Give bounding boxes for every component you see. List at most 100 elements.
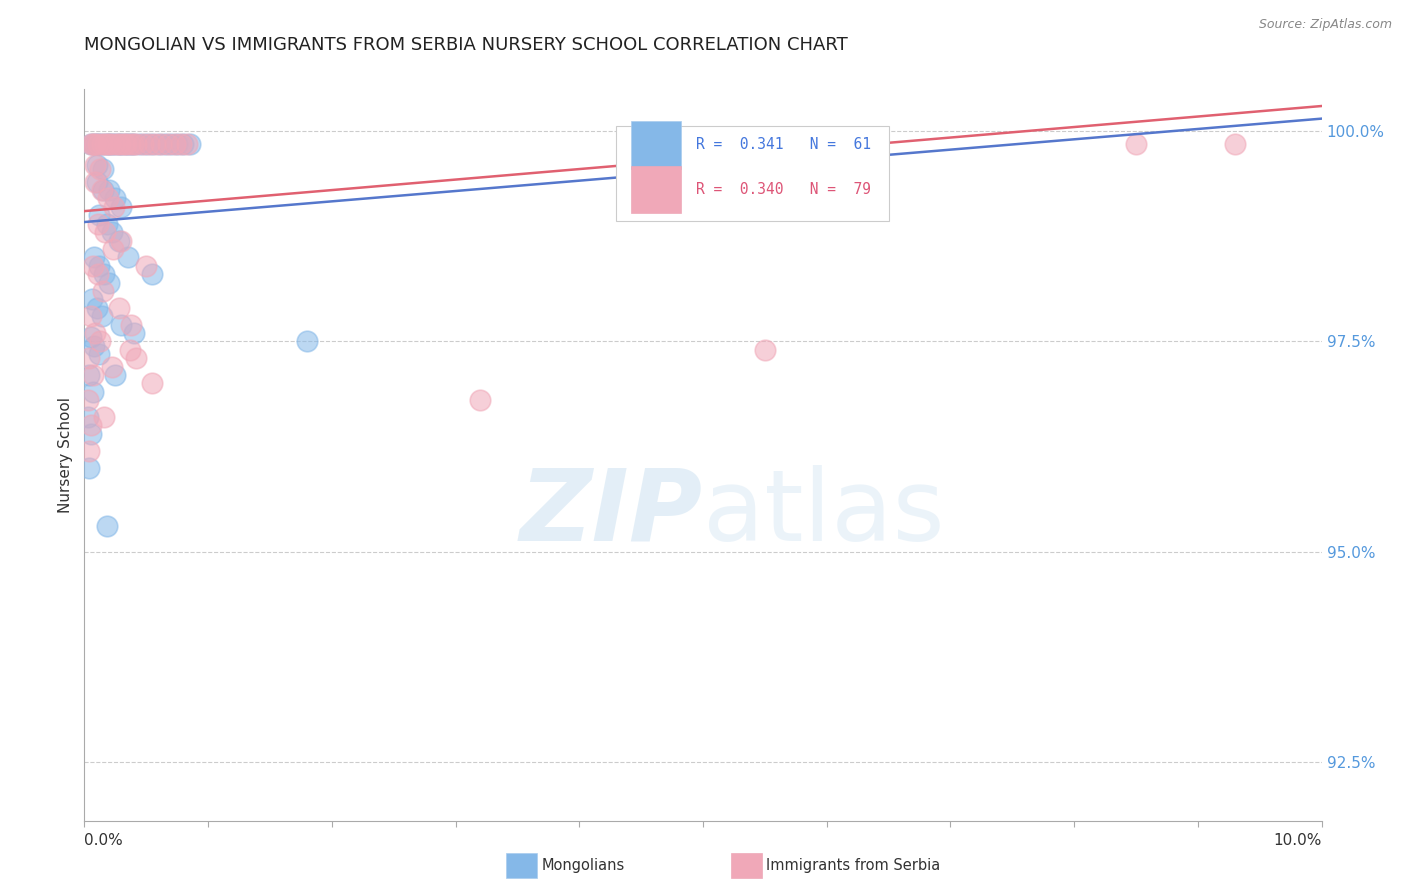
Text: atlas: atlas — [703, 465, 945, 562]
Point — [110, 200, 132, 214]
Point — [87, 136, 110, 151]
Point — [96, 519, 118, 533]
Bar — [631, 166, 681, 213]
Point — [179, 136, 201, 151]
Point — [89, 347, 111, 361]
Point — [148, 136, 170, 151]
Point — [470, 393, 492, 408]
Point — [82, 259, 104, 273]
Point — [89, 334, 111, 349]
Point — [110, 136, 132, 151]
Text: R =  0.341   N =  61: R = 0.341 N = 61 — [696, 137, 870, 153]
Point — [114, 136, 136, 151]
Point — [83, 136, 105, 151]
Point — [121, 136, 143, 151]
Point — [112, 136, 135, 151]
Point — [104, 136, 127, 151]
Point — [129, 136, 152, 151]
Point — [89, 136, 111, 151]
Point — [1125, 136, 1147, 151]
Text: 10.0%: 10.0% — [1274, 833, 1322, 848]
Point — [166, 136, 188, 151]
Point — [89, 208, 111, 222]
Point — [135, 259, 157, 273]
Text: Immigrants from Serbia: Immigrants from Serbia — [766, 858, 941, 872]
Point — [79, 330, 101, 344]
Point — [120, 136, 142, 151]
Point — [163, 136, 186, 151]
Point — [84, 175, 107, 189]
Point — [79, 460, 101, 475]
Point — [83, 251, 105, 265]
Point — [103, 136, 125, 151]
Point — [110, 318, 132, 332]
Point — [93, 267, 115, 281]
Point — [79, 309, 101, 323]
Point — [86, 136, 108, 151]
Point — [754, 343, 776, 357]
Point — [79, 443, 101, 458]
Point — [87, 217, 110, 231]
Text: Mongolians: Mongolians — [541, 858, 624, 872]
Point — [79, 368, 101, 382]
Point — [91, 284, 114, 298]
Point — [91, 136, 114, 151]
Point — [82, 136, 104, 151]
Point — [108, 301, 131, 315]
Point — [157, 136, 180, 151]
Point — [103, 200, 125, 214]
Point — [160, 136, 183, 151]
Point — [1223, 136, 1246, 151]
FancyBboxPatch shape — [616, 126, 889, 221]
Point — [125, 136, 148, 151]
Point — [90, 309, 112, 323]
Point — [176, 136, 198, 151]
Point — [79, 351, 101, 366]
Point — [104, 368, 127, 382]
Point — [141, 267, 163, 281]
Point — [97, 192, 120, 206]
Point — [115, 136, 138, 151]
Text: MONGOLIAN VS IMMIGRANTS FROM SERBIA NURSERY SCHOOL CORRELATION CHART: MONGOLIAN VS IMMIGRANTS FROM SERBIA NURS… — [84, 36, 848, 54]
Text: 0.0%: 0.0% — [84, 833, 124, 848]
Point — [82, 368, 104, 382]
Point — [98, 136, 121, 151]
Point — [91, 162, 114, 177]
Point — [94, 225, 117, 239]
Point — [98, 183, 121, 197]
Point — [77, 410, 100, 425]
Point — [98, 276, 121, 290]
Point — [90, 136, 112, 151]
Point — [122, 326, 145, 340]
Point — [77, 393, 100, 408]
Point — [86, 175, 108, 189]
Point — [89, 259, 111, 273]
Point — [117, 136, 139, 151]
Point — [84, 136, 107, 151]
Point — [86, 301, 108, 315]
Text: Source: ZipAtlas.com: Source: ZipAtlas.com — [1258, 18, 1392, 31]
Point — [135, 136, 157, 151]
Y-axis label: Nursery School: Nursery School — [58, 397, 73, 513]
Text: ZIP: ZIP — [520, 465, 703, 562]
Point — [89, 162, 111, 177]
Point — [93, 410, 115, 425]
Point — [79, 426, 101, 441]
Point — [104, 192, 127, 206]
Point — [87, 267, 110, 281]
Point — [141, 136, 163, 151]
Point — [107, 136, 129, 151]
Point — [295, 334, 318, 349]
Point — [131, 136, 153, 151]
Point — [138, 136, 160, 151]
Point — [122, 136, 145, 151]
Point — [94, 136, 117, 151]
Point — [90, 183, 112, 197]
Point — [153, 136, 176, 151]
Point — [125, 351, 148, 366]
Text: R =  0.340   N =  79: R = 0.340 N = 79 — [696, 182, 870, 197]
Point — [120, 136, 142, 151]
Point — [120, 343, 142, 357]
Point — [84, 326, 107, 340]
Point — [120, 318, 142, 332]
